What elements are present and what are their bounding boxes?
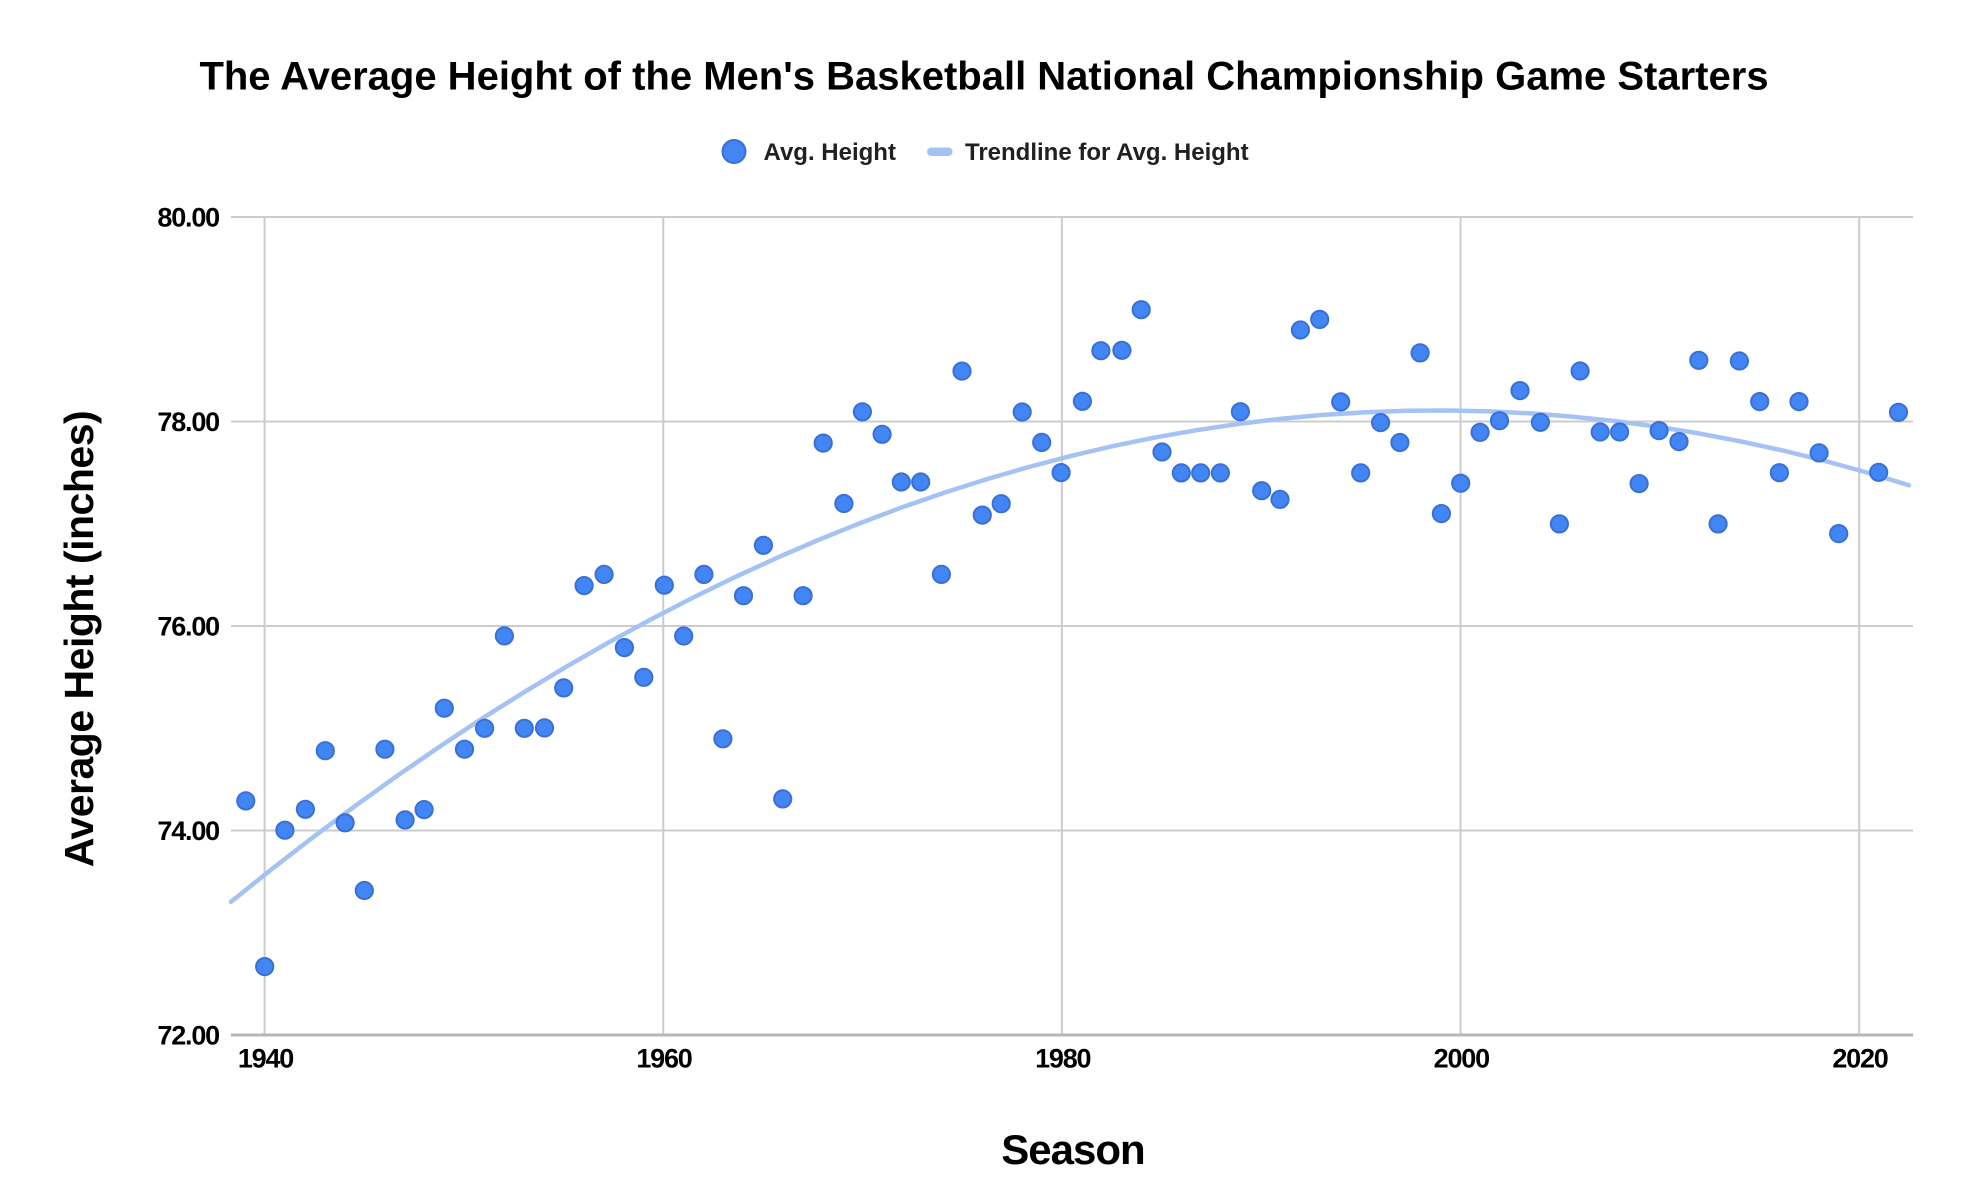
svg-text:Average Height (inches): Average Height (inches) [56,411,102,867]
svg-text:Season: Season [1001,1126,1144,1173]
svg-text:74.00: 74.00 [157,816,219,846]
svg-text:76.00: 76.00 [157,612,219,642]
svg-text:Trendline for Avg. Height: Trendline for Avg. Height [965,139,1249,166]
svg-text:1980: 1980 [1035,1044,1090,1074]
svg-text:78.00: 78.00 [157,407,219,437]
svg-text:72.00: 72.00 [157,1021,219,1051]
svg-text:80.00: 80.00 [157,203,219,233]
svg-text:Avg. Height: Avg. Height [764,139,896,166]
svg-text:2020: 2020 [1832,1044,1887,1074]
svg-text:The Average Height of the Men': The Average Height of the Men's Basketba… [199,55,1768,99]
svg-text:2000: 2000 [1434,1044,1489,1074]
svg-text:1940: 1940 [238,1044,293,1074]
svg-text:1960: 1960 [636,1044,691,1074]
